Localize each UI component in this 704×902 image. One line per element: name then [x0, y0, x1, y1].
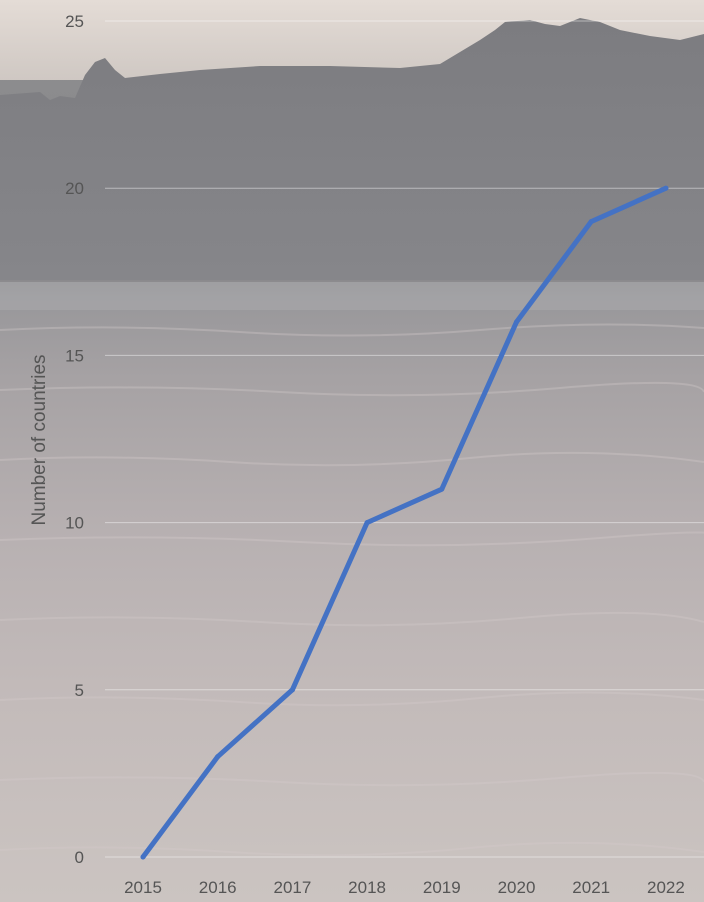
y-tick-label: 10 [65, 514, 84, 533]
x-tick-label: 2015 [124, 878, 162, 897]
series-layer [140, 185, 669, 860]
x-tick-label: 2020 [498, 878, 536, 897]
x-tick-label: 2022 [647, 878, 685, 897]
x-tick-label: 2021 [572, 878, 610, 897]
data-point-2021 [588, 219, 594, 225]
x-axis-ticks: 2015 2016 2017 2018 2019 2020 2021 2022 [124, 878, 685, 897]
y-tick-label: 5 [75, 681, 84, 700]
y-tick-label: 0 [75, 848, 84, 867]
x-tick-label: 2018 [348, 878, 386, 897]
x-tick-label: 2016 [199, 878, 237, 897]
data-point-2020 [514, 319, 519, 325]
water-shimmer [0, 282, 704, 310]
data-point-2016 [215, 754, 221, 760]
gridlines [105, 20, 704, 858]
data-point-2018 [364, 520, 370, 526]
y-tick-label: 20 [65, 179, 84, 198]
y-axis-ticks: 0 5 10 15 20 25 [65, 12, 84, 867]
x-tick-label: 2019 [423, 878, 461, 897]
city-skyline [0, 18, 704, 280]
y-axis-label: Number of countries [29, 354, 50, 525]
y-tick-label: 25 [65, 12, 84, 31]
data-point-2019 [439, 486, 445, 492]
x-tick-label: 2017 [273, 878, 311, 897]
series-line [140, 185, 669, 860]
data-point-2017 [289, 687, 295, 693]
y-tick-label: 15 [65, 346, 84, 365]
water-ripples [0, 323, 704, 857]
data-point-2015 [140, 854, 146, 860]
data-point-2022 [663, 185, 669, 191]
